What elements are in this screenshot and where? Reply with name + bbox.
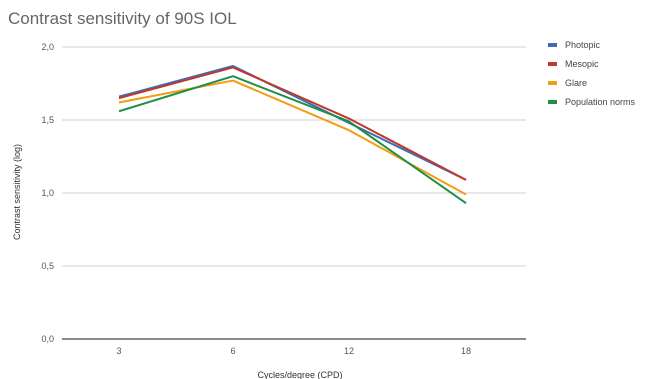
legend-swatch [548, 81, 557, 85]
legend-label: Mesopic [565, 59, 599, 69]
axes: 0,0 0,5 1,0 1,5 2,0 3 6 12 18 [41, 42, 471, 356]
y-tick-label: 0,5 [41, 261, 54, 271]
y-tick-label: 1,5 [41, 115, 54, 125]
legend: Photopic Mesopic Glare Population norms [548, 40, 636, 107]
y-axis-label: Contrast sensitivity (log) [12, 144, 22, 240]
x-axis-label: Cycles/degree (CPD) [257, 370, 342, 379]
legend-swatch [548, 62, 557, 66]
series-line-population-norms [118, 75, 467, 205]
series-line-photopic [118, 64, 467, 181]
x-tick-label: 3 [116, 346, 121, 356]
x-tick-label: 18 [461, 346, 471, 356]
legend-swatch [548, 43, 557, 47]
x-tick-label: 12 [344, 346, 354, 356]
legend-swatch [548, 100, 557, 104]
y-tick-label: 1,0 [41, 188, 54, 198]
legend-label: Population norms [565, 97, 636, 107]
legend-label: Photopic [565, 40, 601, 50]
y-tick-label: 0,0 [41, 334, 54, 344]
y-tick-label: 2,0 [41, 42, 54, 52]
series-lines [118, 64, 467, 205]
legend-label: Glare [565, 78, 587, 88]
x-tick-label: 6 [230, 346, 235, 356]
grid [62, 46, 526, 340]
series-line-mesopic [118, 66, 467, 181]
series-line-glare [118, 79, 467, 196]
chart-title: Contrast sensitivity of 90S IOL [8, 9, 237, 28]
